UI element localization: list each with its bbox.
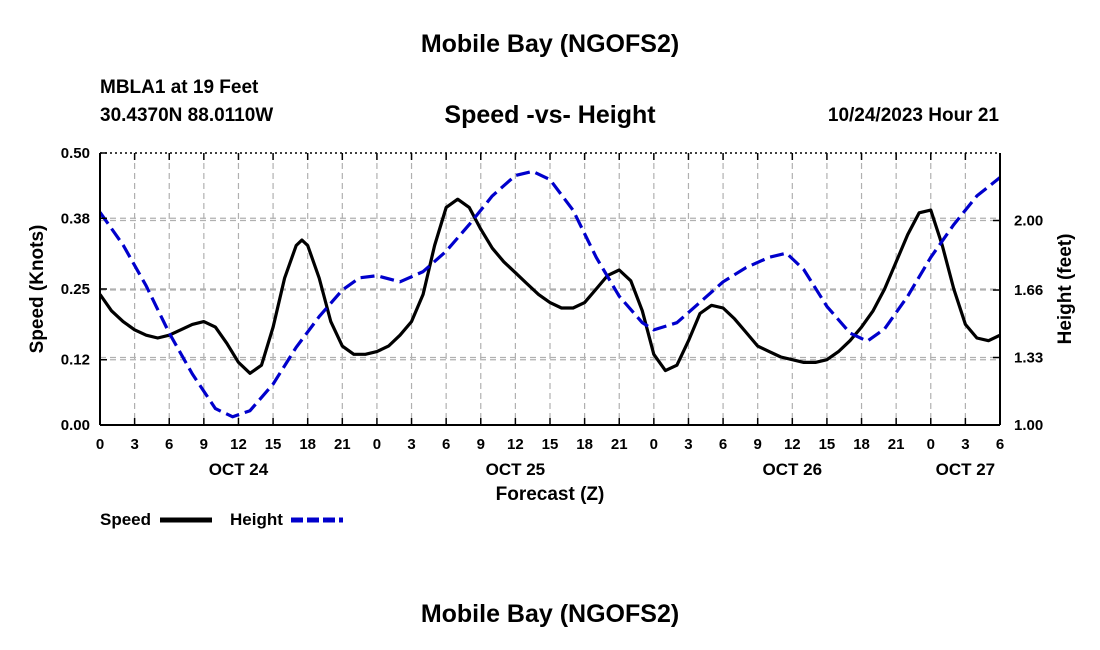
day-label: OCT 27 (936, 460, 996, 479)
y-right-tick-label: 2.00 (1014, 212, 1043, 229)
x-tick-label: 18 (853, 436, 870, 453)
x-tick-label: 18 (576, 436, 593, 453)
x-tick-label: 6 (996, 436, 1004, 453)
series-height-line (100, 169, 1000, 419)
y-left-tick-label: 0.50 (61, 145, 90, 162)
y-left-tick-label: 0.25 (61, 281, 90, 298)
series-lines (100, 169, 1000, 419)
x-tick-label: 0 (650, 436, 658, 453)
x-tick-label: 18 (299, 436, 316, 453)
legend-speed-label: Speed (100, 510, 151, 529)
chart-subtitle: Speed -vs- Height (444, 101, 656, 129)
axis-ticks (99, 152, 1001, 426)
legend-height-label: Height (230, 510, 283, 529)
x-tick-label: 21 (334, 436, 351, 453)
x-tick-labels: 0 3 6 9 12 15 18 21 0 3 6 9 12 15 18 21 0 3 6 9 12 15 18 21 0 3 6 (96, 436, 1004, 453)
x-tick-label: 12 (784, 436, 801, 453)
x-tick-label: 9 (477, 436, 485, 453)
y-left-tick-labels: 0.00 0.12 0.25 0.38 0.50 (61, 145, 90, 434)
day-labels: OCT 24 OCT 25 OCT 26 OCT 27 (209, 460, 995, 479)
x-axis-label: Forecast (Z) (496, 484, 605, 505)
grid-lines (100, 153, 1000, 425)
x-tick-label: 21 (611, 436, 628, 453)
x-tick-label: 3 (407, 436, 415, 453)
x-tick-label: 12 (507, 436, 524, 453)
x-tick-label: 0 (96, 436, 104, 453)
series-speed-line (100, 197, 1000, 375)
y-left-tick-label: 0.38 (61, 210, 90, 227)
day-label: OCT 25 (486, 460, 546, 479)
x-tick-label: 12 (230, 436, 247, 453)
forecast-timestamp: 10/24/2023 Hour 21 (827, 105, 999, 126)
y-right-tick-label: 1.00 (1014, 417, 1043, 434)
y-right-tick-label: 1.33 (1014, 350, 1043, 367)
y-right-tick-label: 1.66 (1014, 282, 1043, 299)
x-tick-label: 3 (961, 436, 969, 453)
x-tick-label: 6 (165, 436, 173, 453)
day-label: OCT 26 (763, 460, 823, 479)
x-tick-label: 15 (542, 436, 559, 453)
page-title: Mobile Bay (NGOFS2) (420, 30, 680, 58)
x-tick-label: 3 (130, 436, 138, 453)
day-label: OCT 24 (209, 460, 269, 479)
station-label: MBLA1 at 19 Feet (100, 77, 259, 98)
footer-title: Mobile Bay (NGOFS2) (420, 600, 680, 628)
y-right-tick-labels: 1.00 1.33 1.66 2.00 (1014, 212, 1043, 434)
x-tick-label: 6 (442, 436, 450, 453)
x-tick-label: 15 (265, 436, 282, 453)
legend: Speed Height (100, 510, 343, 529)
x-tick-label: 15 (819, 436, 836, 453)
x-tick-label: 21 (888, 436, 905, 453)
station-coordinates: 30.4370N 88.0110W (100, 105, 274, 126)
x-tick-label: 0 (373, 436, 381, 453)
y-axis-left-label: Speed (Knots) (27, 225, 48, 354)
y-left-tick-label: 0.12 (61, 352, 90, 369)
x-tick-label: 0 (927, 436, 935, 453)
x-tick-label: 6 (719, 436, 727, 453)
y-left-tick-label: 0.00 (61, 417, 90, 434)
y-axis-right-label: Height (feet) (1055, 234, 1076, 345)
x-tick-label: 9 (200, 436, 208, 453)
x-tick-label: 3 (684, 436, 692, 453)
x-tick-label: 9 (754, 436, 762, 453)
